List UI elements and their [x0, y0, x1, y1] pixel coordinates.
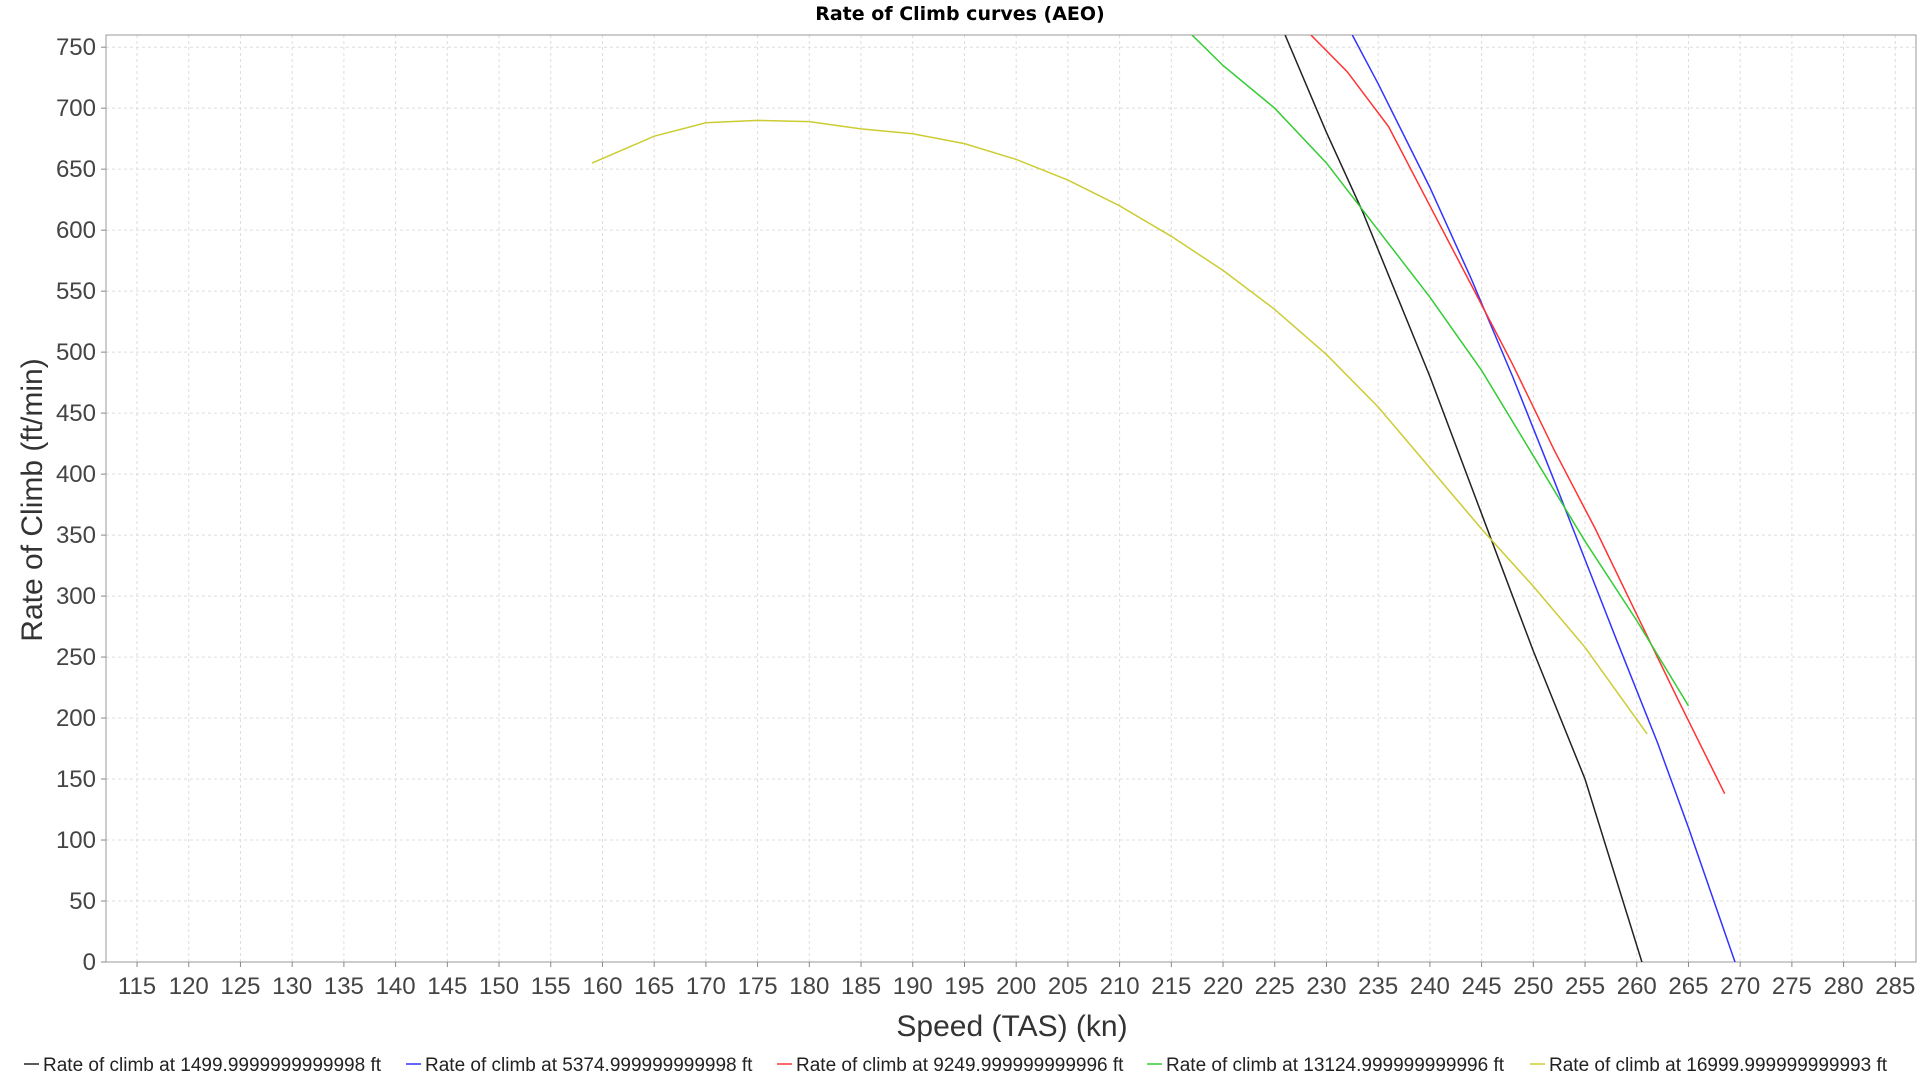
series-line-3	[1310, 35, 1726, 795]
x-axis-label: Speed (TAS) (kn)	[896, 1010, 1127, 1043]
grid	[106, 35, 1916, 963]
y-tick-label: 650	[56, 156, 96, 183]
x-tick-label: 260	[1617, 973, 1657, 1000]
x-tick-label: 140	[376, 973, 416, 1000]
x-tick-label: 135	[324, 973, 364, 1000]
y-tick-label: 0	[83, 949, 96, 976]
y-axis: 0 50 100 150 200 250 300 350 400 450 500 550 600 650 7…	[56, 34, 106, 976]
x-tick-label: 225	[1255, 973, 1295, 1000]
x-tick-label: 245	[1462, 973, 1502, 1000]
y-tick-label: 700	[56, 95, 96, 122]
x-tick-label: 125	[220, 973, 260, 1000]
y-tick-label: 150	[56, 766, 96, 793]
series-line-5	[591, 119, 1648, 735]
y-tick-label: 350	[56, 522, 96, 549]
y-axis-label: Rate of Climb (ft/min)	[16, 358, 49, 641]
x-tick-label: 265	[1668, 973, 1708, 1000]
x-tick-label: 215	[1151, 973, 1191, 1000]
legend: Rate of climb at 1499.9999999999998 ft Ra…	[24, 1055, 1888, 1076]
x-tick-label: 130	[272, 973, 312, 1000]
x-tick-label: 180	[789, 973, 829, 1000]
series-line-4	[1191, 35, 1690, 707]
x-tick-label: 195	[944, 973, 984, 1000]
x-tick-label: 190	[893, 973, 933, 1000]
x-tick-label: 160	[582, 973, 622, 1000]
y-tick-label: 300	[56, 583, 96, 610]
x-tick-label: 205	[1048, 973, 1088, 1000]
legend-label-4: Rate of climb at 13124.999999999996 ft	[1166, 1055, 1505, 1076]
x-tick-label: 220	[1203, 973, 1243, 1000]
x-tick-label: 185	[841, 973, 881, 1000]
x-tick-label: 210	[1100, 973, 1140, 1000]
legend-label-1: Rate of climb at 1499.9999999999998 ft	[43, 1055, 382, 1076]
y-tick-label: 500	[56, 339, 96, 366]
x-tick-label: 235	[1358, 973, 1398, 1000]
legend-label-5: Rate of climb at 16999.999999999993 ft	[1549, 1055, 1888, 1076]
series-layer	[591, 35, 1736, 962]
x-tick-label: 200	[996, 973, 1036, 1000]
plot-area	[105, 34, 1917, 963]
x-tick-label: 285	[1875, 973, 1915, 1000]
x-tick-label: 175	[738, 973, 778, 1000]
series-line-2	[1351, 35, 1736, 962]
x-tick-label: 240	[1410, 973, 1450, 1000]
x-tick-label: 250	[1513, 973, 1553, 1000]
x-tick-label: 255	[1565, 973, 1605, 1000]
x-tick-label: 275	[1772, 973, 1812, 1000]
x-tick-label: 270	[1720, 973, 1760, 1000]
y-tick-label: 100	[56, 827, 96, 854]
x-tick-label: 230	[1306, 973, 1346, 1000]
legend-label-3: Rate of climb at 9249.999999999996 ft	[796, 1055, 1124, 1076]
x-axis: 115 120 125 130 135 140 145 150 155 160 165 170 175 1…	[118, 962, 1915, 1000]
y-tick-label: 400	[56, 461, 96, 488]
y-tick-label: 450	[56, 400, 96, 427]
x-tick-label: 145	[427, 973, 467, 1000]
chart-title: Rate of Climb curves (AEO)	[815, 3, 1105, 25]
y-tick-label: 600	[56, 217, 96, 244]
series-line-1	[1284, 35, 1643, 962]
x-tick-label: 155	[531, 973, 571, 1000]
legend-label-2: Rate of climb at 5374.999999999998 ft	[425, 1055, 753, 1076]
y-tick-label: 50	[69, 888, 96, 915]
x-tick-label: 280	[1824, 973, 1864, 1000]
x-tick-label: 170	[686, 973, 726, 1000]
y-tick-label: 550	[56, 278, 96, 305]
x-tick-label: 115	[118, 973, 156, 1000]
x-tick-label: 150	[479, 973, 519, 1000]
y-tick-label: 750	[56, 34, 96, 61]
x-tick-label: 165	[634, 973, 674, 1000]
y-tick-label: 200	[56, 705, 96, 732]
y-tick-label: 250	[56, 644, 96, 671]
x-tick-label: 120	[169, 973, 209, 1000]
